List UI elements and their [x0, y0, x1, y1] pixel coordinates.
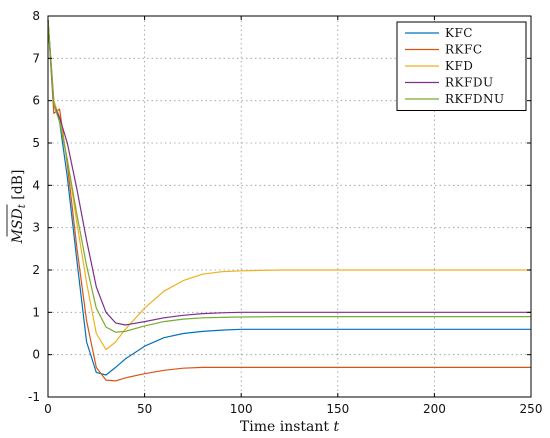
legend-label-rkfc: RKFC — [445, 43, 483, 57]
series-line-rkfc — [47, 20, 531, 382]
x-tick-label: 150 — [326, 402, 349, 416]
x-tick-label: 200 — [423, 402, 446, 416]
legend-label-rkfdu: RKFDU — [445, 76, 494, 90]
y-tick-label: 0 — [32, 348, 40, 362]
legend: KFC RKFC KFD RKFDU RKFDNU — [396, 21, 527, 111]
series-line-rkfdnu — [47, 20, 531, 333]
plot-frame — [47, 15, 532, 398]
y-tick-label: 8 — [32, 9, 40, 23]
y-axis-label-msd: MSD — [10, 208, 26, 244]
x-tick-label: 250 — [520, 402, 543, 416]
x-axis-label-variable: t — [333, 419, 339, 435]
y-axis-ticks: -1 0 1 2 3 4 5 6 7 8 — [28, 9, 531, 404]
x-tick-label: 100 — [230, 402, 253, 416]
y-tick-label: 1 — [32, 305, 40, 319]
y-axis-label-unit: [dB] — [10, 170, 26, 205]
x-tick-label: 0 — [44, 402, 52, 416]
y-tick-label: -1 — [28, 390, 40, 404]
y-axis-label: MSDt [dB] — [6, 170, 28, 245]
x-axis-label-text: Time instant — [240, 419, 334, 435]
y-tick-label: 4 — [32, 178, 40, 192]
y-tick-label: 2 — [32, 263, 40, 277]
legend-label-kfc: KFC — [445, 26, 473, 40]
x-axis-label: Time instant t — [240, 419, 340, 435]
y-tick-label: 6 — [32, 94, 40, 108]
y-tick-label: 5 — [32, 136, 40, 150]
legend-label-kfd: KFD — [445, 59, 473, 73]
y-tick-label: 3 — [32, 221, 40, 235]
y-axis-label-subscript: t — [17, 203, 28, 208]
x-tick-label: 50 — [137, 402, 152, 416]
series-layer — [47, 20, 531, 382]
series-line-rkfdu — [47, 20, 531, 326]
y-axis-label-text: MSDt [dB] — [10, 170, 28, 245]
y-tick-label: 7 — [32, 51, 40, 65]
series-line-kfc — [47, 20, 531, 376]
x-axis-ticks: 0 50 100 150 200 250 — [44, 16, 542, 416]
legend-label-rkfdnu: RKFDNU — [445, 92, 505, 106]
